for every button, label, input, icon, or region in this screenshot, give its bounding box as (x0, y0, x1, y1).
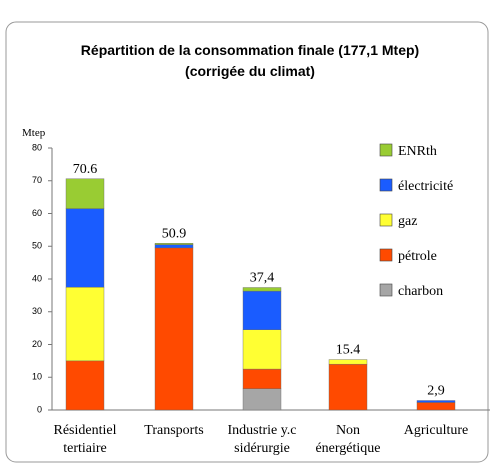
x-tick-label: Transports (144, 423, 203, 438)
x-tick-label: sidérurgie (234, 441, 290, 456)
x-tick-label: Résidentiel (54, 423, 117, 438)
y-tick-label: 80 (32, 142, 42, 152)
x-tick-label: Non (336, 423, 360, 438)
legend-label: ENRth (398, 144, 437, 159)
y-tick-label: 60 (32, 208, 42, 218)
legend-swatch (379, 143, 393, 157)
bar-segment (242, 388, 282, 411)
legend-swatch (379, 178, 393, 192)
bar-segment (242, 368, 282, 389)
bar-segment (416, 400, 456, 403)
bar-segment (242, 329, 282, 370)
legend-label: charbon (398, 284, 443, 299)
total-label: 15.4 (336, 343, 361, 358)
bar-segment (242, 290, 282, 330)
legend-label: électricité (398, 179, 453, 194)
y-tick-label: 70 (32, 175, 42, 185)
x-tick-label: Industrie y.c (227, 423, 296, 438)
total-label: 70.6 (73, 162, 98, 177)
bar-segment (65, 208, 105, 288)
bar-segment (242, 287, 282, 292)
total-label: 2,9 (427, 384, 445, 399)
legend-label: pétrole (398, 249, 437, 264)
x-tick-label: énergétique (315, 441, 380, 456)
total-label: 37,4 (250, 271, 275, 286)
x-tick-label: Agriculture (404, 423, 469, 438)
y-tick-label: 40 (32, 273, 42, 283)
bar-segment (154, 243, 194, 245)
x-tick-label: tertiaire (63, 441, 107, 456)
chart-title: Répartition de la consommation finale (1… (81, 42, 419, 58)
bar-segment (154, 244, 194, 249)
frame (5, 21, 489, 463)
bar-segment (416, 402, 456, 411)
legend-swatch (379, 248, 393, 262)
y-tick-label: 50 (32, 241, 42, 251)
y-tick-label: 20 (32, 339, 42, 349)
bar-segment (65, 178, 105, 209)
bar-segment (328, 359, 368, 365)
legend-label: gaz (398, 214, 417, 229)
y-tick-label: 30 (32, 306, 42, 316)
total-label: 50.9 (162, 226, 187, 241)
y-tick-label: 10 (32, 372, 42, 382)
y-axis-label: Mtep (22, 127, 46, 139)
bar-segment (154, 247, 194, 411)
y-tick-label: 0 (37, 404, 42, 414)
bar-segment (328, 363, 368, 411)
chart-subtitle: (corrigée du climat) (185, 63, 315, 79)
bar-segment (65, 360, 105, 411)
legend-swatch (379, 213, 393, 227)
legend-swatch (379, 283, 393, 297)
bar-segment (65, 286, 105, 362)
